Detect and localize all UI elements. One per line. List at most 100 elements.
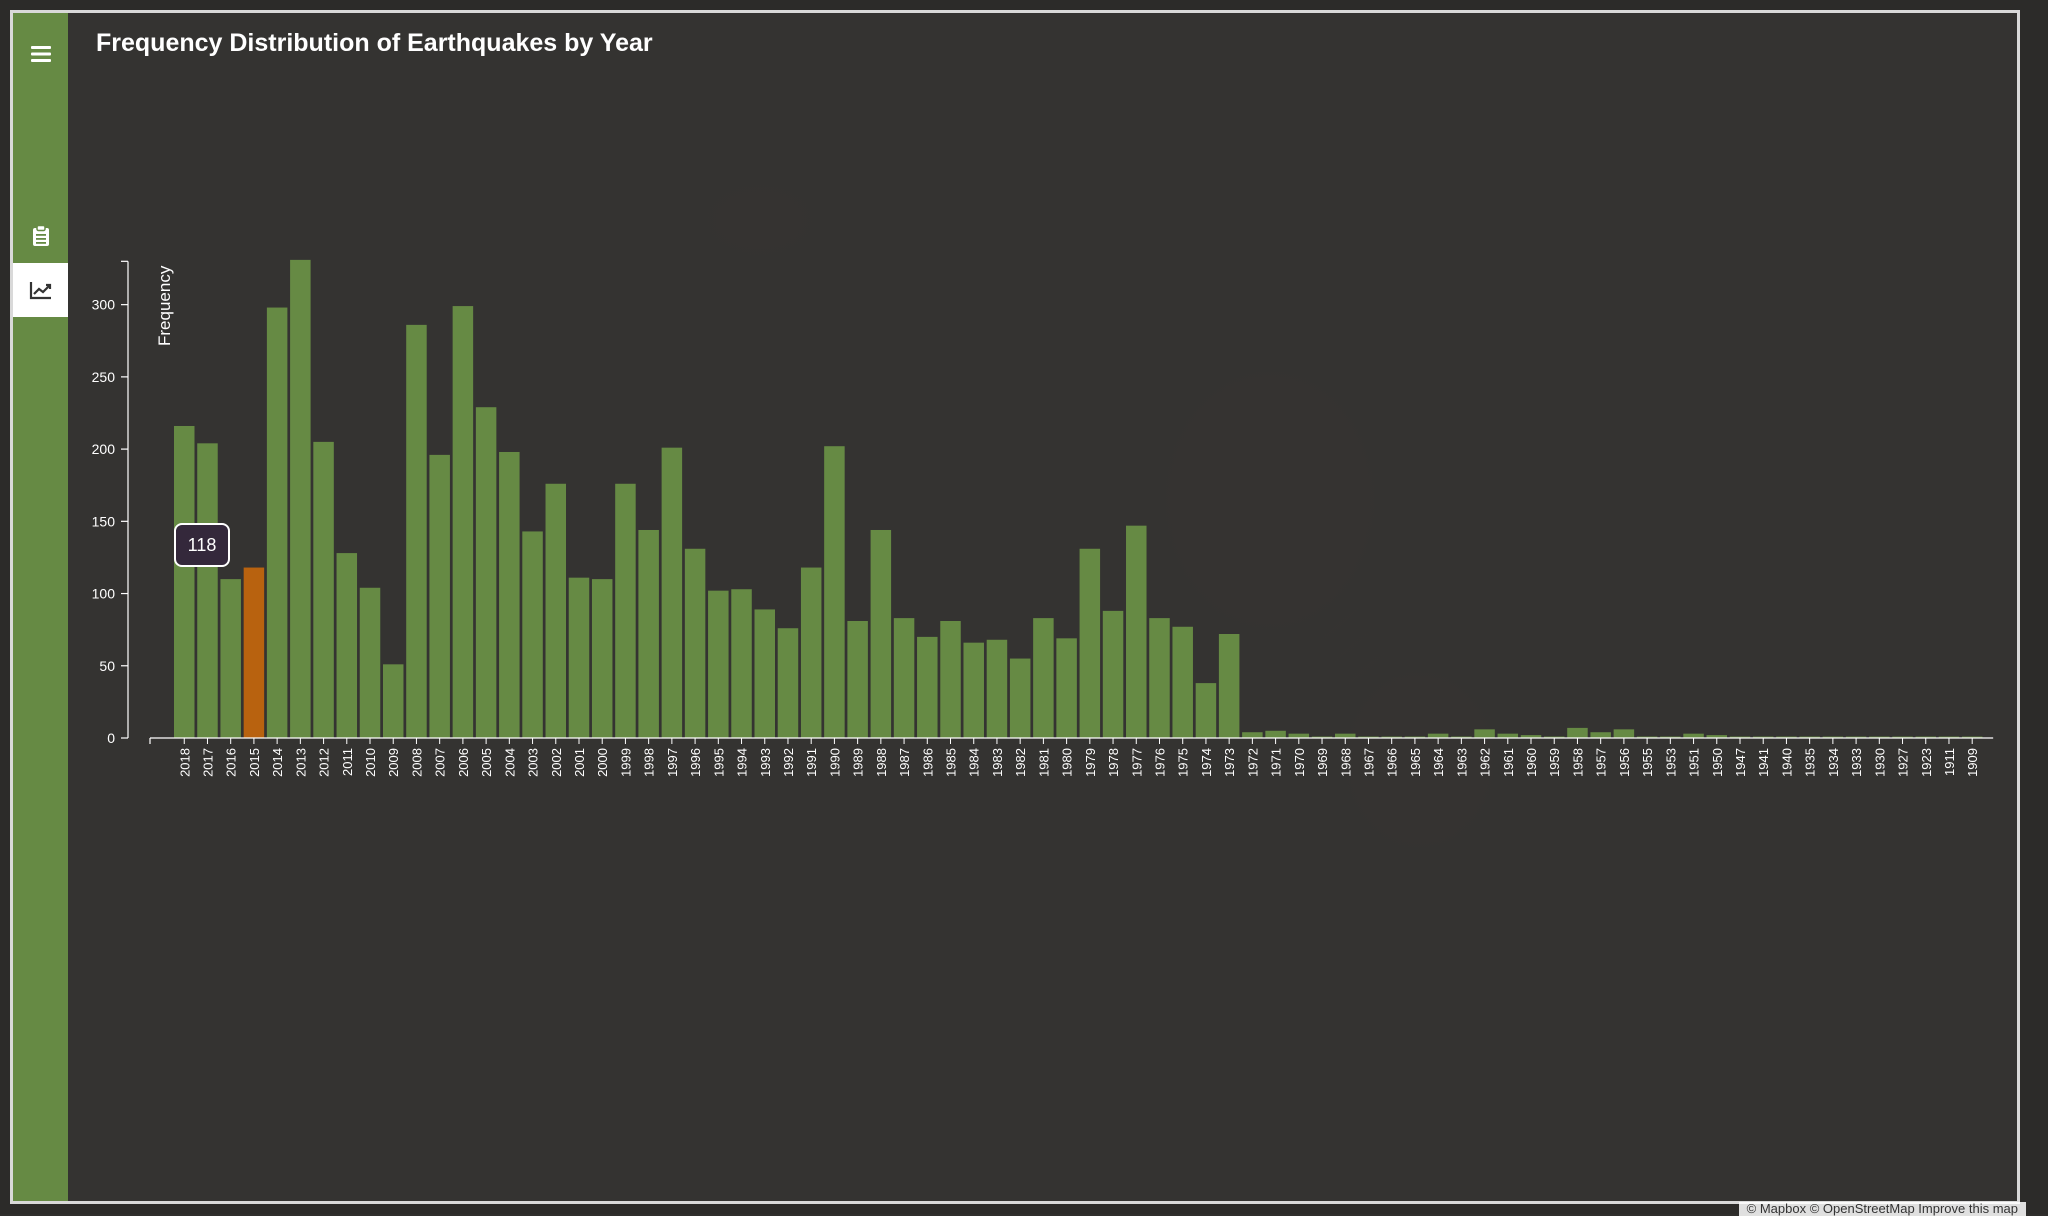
- x-tick-label: 1979: [1083, 748, 1098, 777]
- bar-1961[interactable]: [1497, 733, 1519, 738]
- bar-1971[interactable]: [1265, 730, 1286, 738]
- x-tick-label: 2007: [433, 748, 448, 777]
- bar-1986[interactable]: [917, 636, 938, 738]
- bar-1987[interactable]: [893, 618, 915, 738]
- bar-1962[interactable]: [1474, 729, 1495, 738]
- x-tick-label: 1996: [688, 748, 703, 777]
- bar-1965[interactable]: [1404, 736, 1426, 738]
- bar-1998[interactable]: [638, 529, 659, 738]
- bar-2015[interactable]: [243, 567, 265, 738]
- bar-1968[interactable]: [1335, 733, 1356, 738]
- bar-1993[interactable]: [754, 609, 776, 738]
- bar-1960[interactable]: [1520, 735, 1542, 738]
- bar-2004[interactable]: [499, 451, 520, 738]
- bar-2017[interactable]: [197, 443, 218, 738]
- bar-1980[interactable]: [1056, 638, 1077, 738]
- bar-2001[interactable]: [568, 577, 590, 738]
- x-tick-label: 1923: [1919, 748, 1934, 777]
- bar-1978[interactable]: [1102, 610, 1124, 738]
- summary-button[interactable]: [13, 209, 68, 263]
- bar-1964[interactable]: [1427, 733, 1449, 738]
- bar-1972[interactable]: [1242, 732, 1263, 738]
- bar-1967[interactable]: [1358, 736, 1379, 738]
- bar-1994[interactable]: [731, 589, 752, 738]
- bar-1947[interactable]: [1729, 736, 1751, 738]
- bar-1985[interactable]: [940, 621, 961, 738]
- bar-1930[interactable]: [1869, 736, 1890, 738]
- bar-1923[interactable]: [1915, 736, 1937, 738]
- bar-2003[interactable]: [522, 531, 543, 738]
- bar-1959[interactable]: [1543, 736, 1565, 738]
- bar-1988[interactable]: [870, 529, 892, 738]
- bar-2008[interactable]: [406, 324, 427, 738]
- bar-2006[interactable]: [452, 306, 474, 738]
- bar-2007[interactable]: [429, 454, 450, 738]
- bar-1966[interactable]: [1381, 736, 1402, 738]
- bar-1953[interactable]: [1660, 736, 1681, 738]
- bar-1909[interactable]: [1961, 736, 1983, 738]
- bar-1974[interactable]: [1195, 683, 1217, 738]
- bar-1940[interactable]: [1776, 736, 1797, 738]
- bar-2002[interactable]: [545, 483, 567, 738]
- bar-2014[interactable]: [266, 307, 288, 738]
- bar-1970[interactable]: [1288, 733, 1310, 738]
- bar-1983[interactable]: [986, 639, 1008, 738]
- bar-1956[interactable]: [1613, 729, 1635, 738]
- bar-2005[interactable]: [475, 407, 497, 738]
- bar-tooltip: 118: [174, 523, 230, 567]
- x-tick-label: 1960: [1524, 748, 1539, 777]
- bar-1976[interactable]: [1149, 618, 1170, 738]
- bar-1977[interactable]: [1126, 525, 1147, 738]
- x-tick-label: 1909: [1965, 748, 1980, 777]
- bar-2012[interactable]: [313, 441, 334, 738]
- clipboard-icon: [32, 225, 49, 246]
- bar-2009[interactable]: [382, 664, 404, 738]
- bar-1991[interactable]: [800, 567, 822, 738]
- bar-1992[interactable]: [777, 628, 799, 738]
- bar-2011[interactable]: [336, 553, 358, 738]
- bar-1955[interactable]: [1636, 736, 1658, 738]
- bar-1996[interactable]: [684, 548, 706, 738]
- bar-1975[interactable]: [1172, 626, 1193, 738]
- x-tick-label: 1978: [1106, 748, 1121, 777]
- x-tick-label: 1980: [1060, 748, 1075, 777]
- bar-1989[interactable]: [847, 621, 868, 738]
- bar-1951[interactable]: [1683, 733, 1704, 738]
- bar-1982[interactable]: [1009, 658, 1031, 738]
- bar-1935[interactable]: [1799, 736, 1820, 738]
- x-tick-label: 1940: [1779, 748, 1794, 777]
- x-tick-label: 1959: [1547, 748, 1562, 777]
- x-tick-label: 2013: [293, 748, 308, 777]
- bar-1995[interactable]: [708, 590, 729, 738]
- bar-1984[interactable]: [963, 642, 984, 738]
- bar-2010[interactable]: [359, 587, 381, 738]
- x-tick-label: 2010: [363, 748, 378, 777]
- bar-2016[interactable]: [220, 579, 241, 738]
- bar-1957[interactable]: [1590, 732, 1611, 738]
- bar-1911[interactable]: [1938, 736, 1960, 738]
- bars: [174, 259, 1983, 738]
- x-tick-label: 1988: [874, 748, 889, 777]
- x-tick-label: 2012: [317, 748, 332, 777]
- bar-1933[interactable]: [1845, 736, 1867, 738]
- bar-1981[interactable]: [1033, 618, 1054, 738]
- bar-1934[interactable]: [1822, 736, 1844, 738]
- bar-2000[interactable]: [591, 579, 613, 738]
- bar-1958[interactable]: [1567, 727, 1588, 738]
- sidebar: [13, 13, 68, 1201]
- menu-button[interactable]: [13, 27, 68, 81]
- bar-2018[interactable]: [174, 425, 195, 738]
- bar-1990[interactable]: [824, 446, 845, 738]
- chart-button[interactable]: [13, 263, 68, 317]
- x-tick-label: 1957: [1594, 748, 1609, 777]
- bar-1927[interactable]: [1892, 736, 1913, 738]
- bar-1941[interactable]: [1752, 736, 1774, 738]
- bar-1963[interactable]: [1451, 736, 1472, 738]
- bar-1997[interactable]: [661, 447, 683, 738]
- bar-1969[interactable]: [1311, 736, 1333, 738]
- bar-1950[interactable]: [1706, 735, 1728, 738]
- bar-1973[interactable]: [1218, 634, 1240, 738]
- bar-1999[interactable]: [615, 483, 636, 738]
- bar-1979[interactable]: [1079, 548, 1101, 738]
- bar-2013[interactable]: [290, 259, 311, 738]
